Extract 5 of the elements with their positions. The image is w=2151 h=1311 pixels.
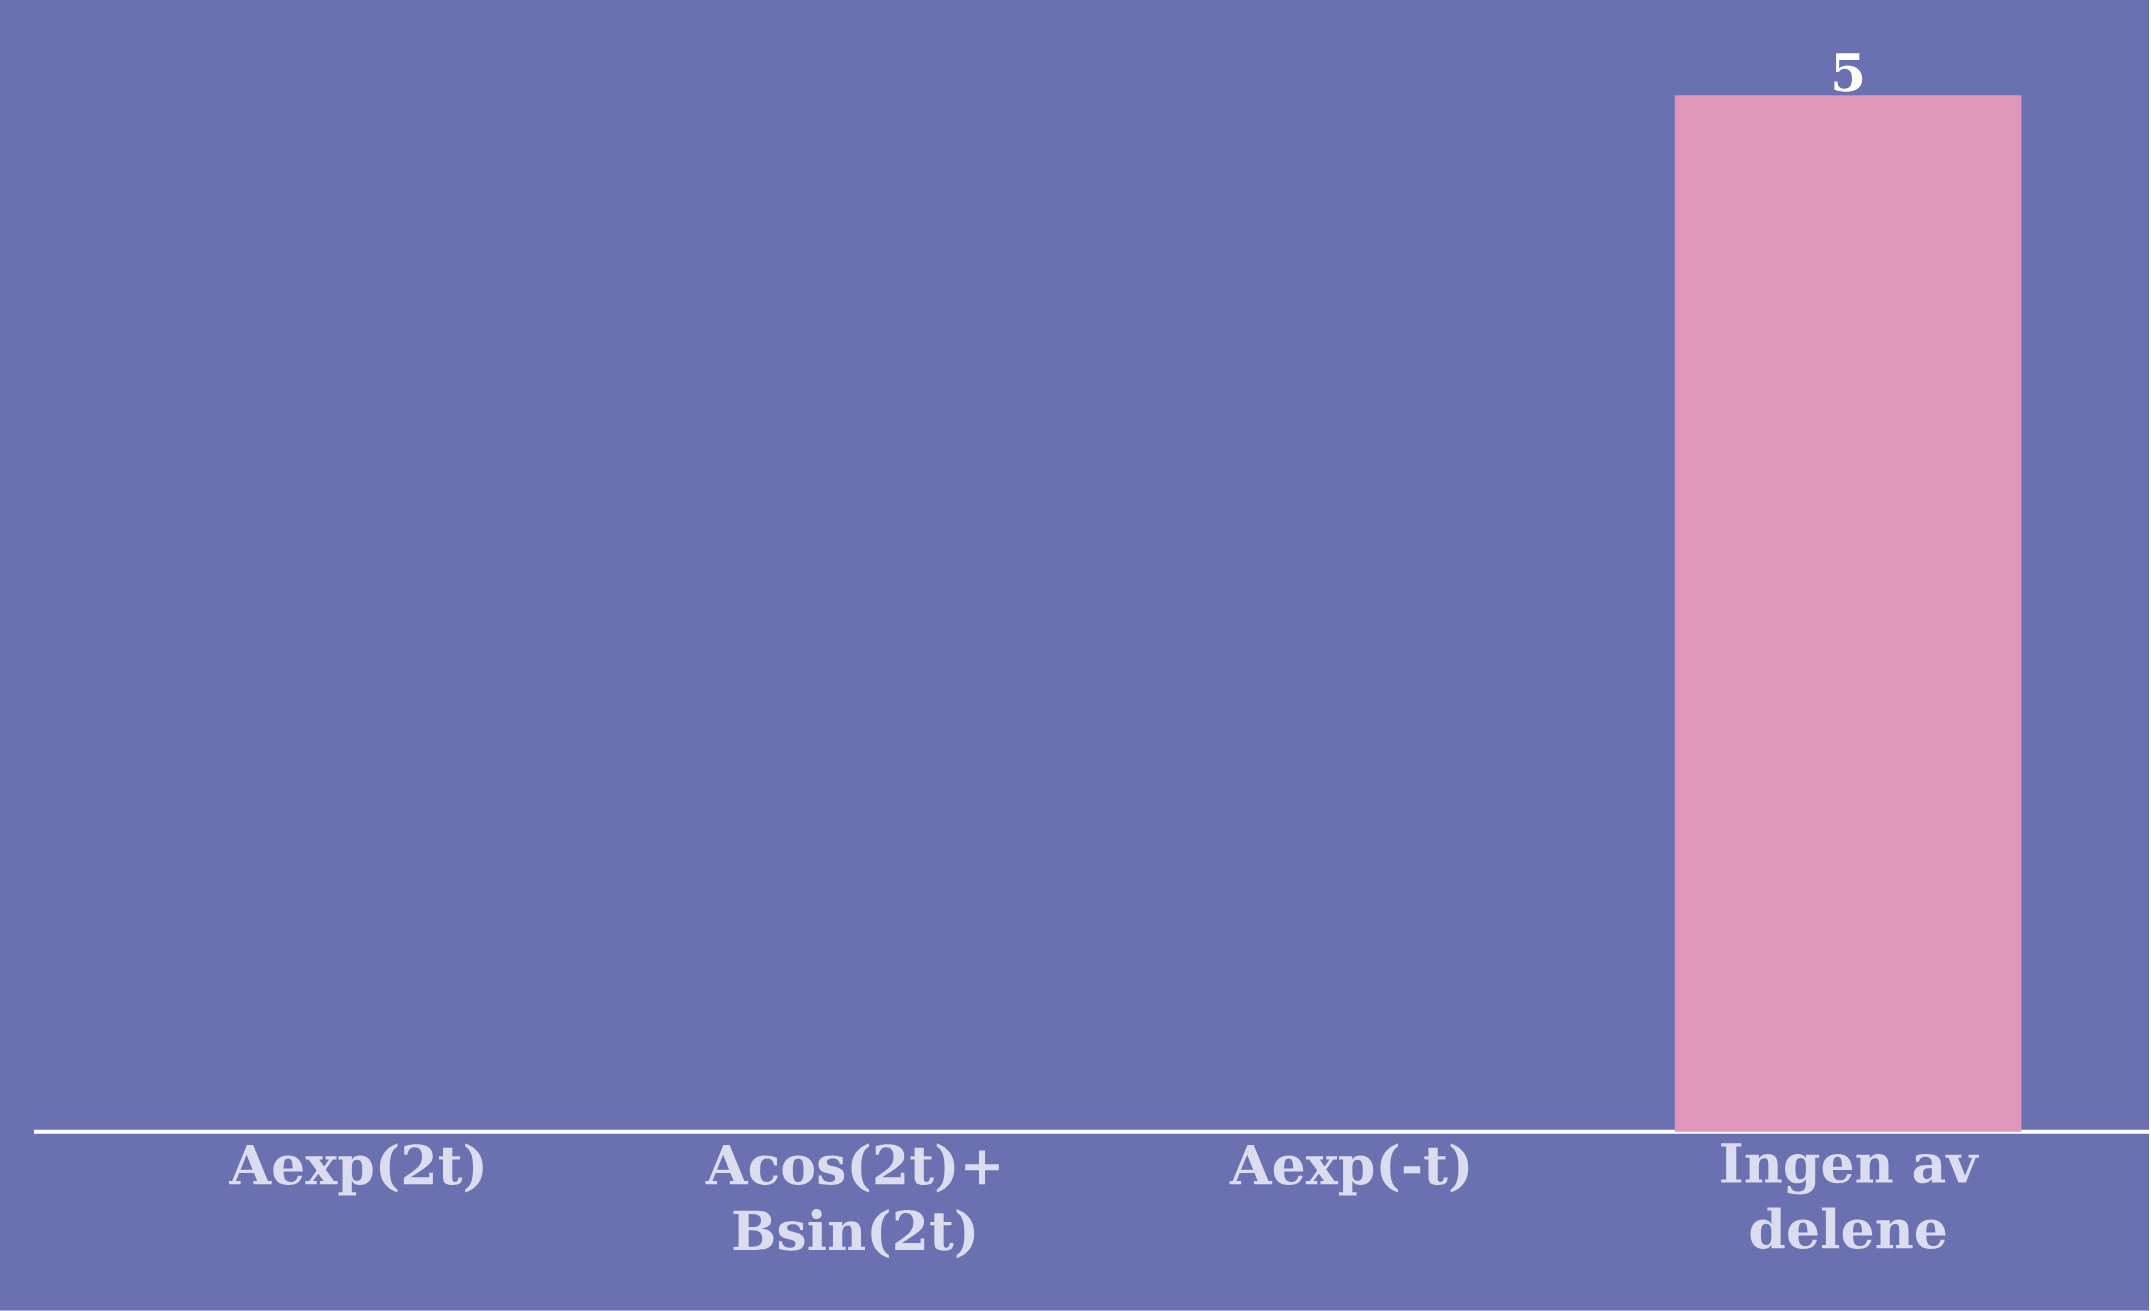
x-tick-label: Acos(2t)+ Bsin(2t) xyxy=(705,1143,999,1259)
data-label: 5 xyxy=(1834,53,1863,92)
x-tick-label: Aexp(2t) xyxy=(228,1143,483,1196)
x-tick-label: Ingen av delene xyxy=(1721,1143,1979,1250)
x-tick-label: Aexp(-t) xyxy=(1229,1143,1469,1196)
